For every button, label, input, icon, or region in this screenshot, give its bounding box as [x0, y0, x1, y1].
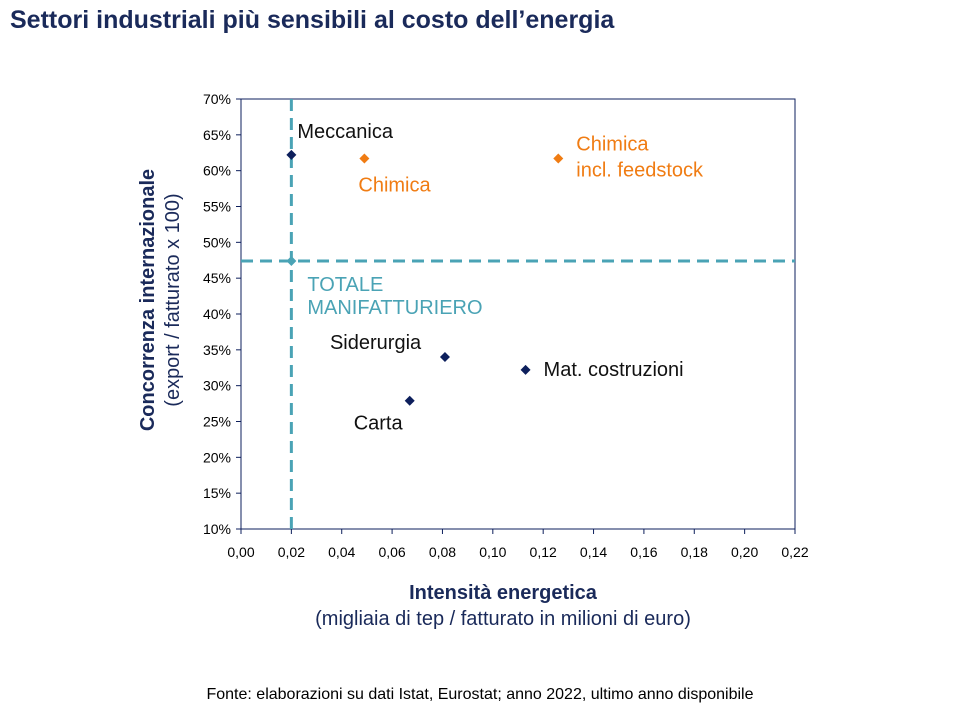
- x-tick-label: 0,00: [227, 544, 254, 560]
- x-tick-label: 0,14: [580, 544, 607, 560]
- point-label-chimica-incl-feedstock: Chimica: [576, 133, 649, 155]
- x-axis-subtitle: (migliaia di tep / fatturato in milioni …: [315, 608, 691, 630]
- y-tick-label: 30%: [203, 378, 231, 394]
- point-label-meccanica: Meccanica: [297, 121, 393, 143]
- y-axis-title: Concorrenza internazionale: [137, 169, 159, 431]
- point-label-carta: Carta: [354, 413, 404, 435]
- x-tick-label: 0,10: [479, 544, 506, 560]
- y-axis-subtitle: (export / fatturato x 100): [162, 193, 184, 406]
- x-tick-label: 0,16: [630, 544, 657, 560]
- point-chimica: [359, 153, 370, 164]
- point-label-chimica-incl-feedstock: incl. feedstock: [576, 159, 704, 181]
- x-tick-label: 0,22: [781, 544, 808, 560]
- x-axis-ticks: 0,00 0,02 0,04 0,06 0,08 0,10 0,12 0,14 0,16 0,18…: [227, 529, 809, 560]
- point-meccanica: [286, 149, 297, 160]
- y-axis-ticks: 10% 15% 20% 25% 30% 35% 40% 45% 50% 55% 60% 65% 70%: [203, 91, 241, 537]
- point-chimica-incl-feedstock: [553, 153, 564, 164]
- x-tick-label: 0,02: [278, 544, 305, 560]
- reference-marker: [286, 255, 297, 266]
- point-siderurgia: [439, 352, 450, 362]
- x-tick-label: 0,06: [378, 544, 405, 560]
- plot-area: [240, 98, 796, 530]
- y-tick-label: 70%: [203, 91, 231, 107]
- y-tick-label: 15%: [203, 485, 231, 501]
- x-tick-label: 0,18: [681, 544, 708, 560]
- point-label-mat-costruzioni: Mat. costruzioni: [544, 359, 684, 381]
- data-points: Meccanica Chimica Chimica incl. feedstock Si…: [286, 121, 704, 435]
- y-tick-label: 55%: [203, 199, 231, 215]
- x-tick-label: 0,12: [530, 544, 557, 560]
- reference-label: MANIFATTURIERO: [307, 297, 482, 319]
- y-tick-label: 45%: [203, 270, 231, 286]
- x-tick-label: 0,20: [731, 544, 758, 560]
- chart-title: Settori industriali più sensibili al cos…: [10, 6, 615, 34]
- point-carta: [404, 395, 415, 406]
- scatter-chart: 0,00 0,02 0,04 0,06 0,08 0,10 0,12 0,14 0,16 0,18…: [137, 91, 809, 630]
- y-tick-label: 65%: [203, 127, 231, 143]
- reference-label: TOTALE: [307, 274, 383, 296]
- point-label-chimica: Chimica: [358, 174, 431, 196]
- y-tick-label: 25%: [203, 414, 231, 430]
- x-axis-title: Intensità energetica: [409, 582, 598, 604]
- y-tick-label: 40%: [203, 306, 231, 322]
- point-label-siderurgia: Siderurgia: [330, 332, 422, 354]
- y-tick-label: 50%: [203, 234, 231, 250]
- y-tick-label: 60%: [203, 163, 231, 179]
- y-tick-label: 20%: [203, 449, 231, 465]
- x-tick-label: 0,04: [328, 544, 355, 560]
- point-mat-costruzioni: [520, 364, 531, 375]
- y-tick-label: 10%: [203, 521, 231, 537]
- x-tick-label: 0,08: [429, 544, 456, 560]
- y-tick-label: 35%: [203, 342, 231, 358]
- source-note: Fonte: elaborazioni su dati Istat, Euros…: [206, 686, 754, 703]
